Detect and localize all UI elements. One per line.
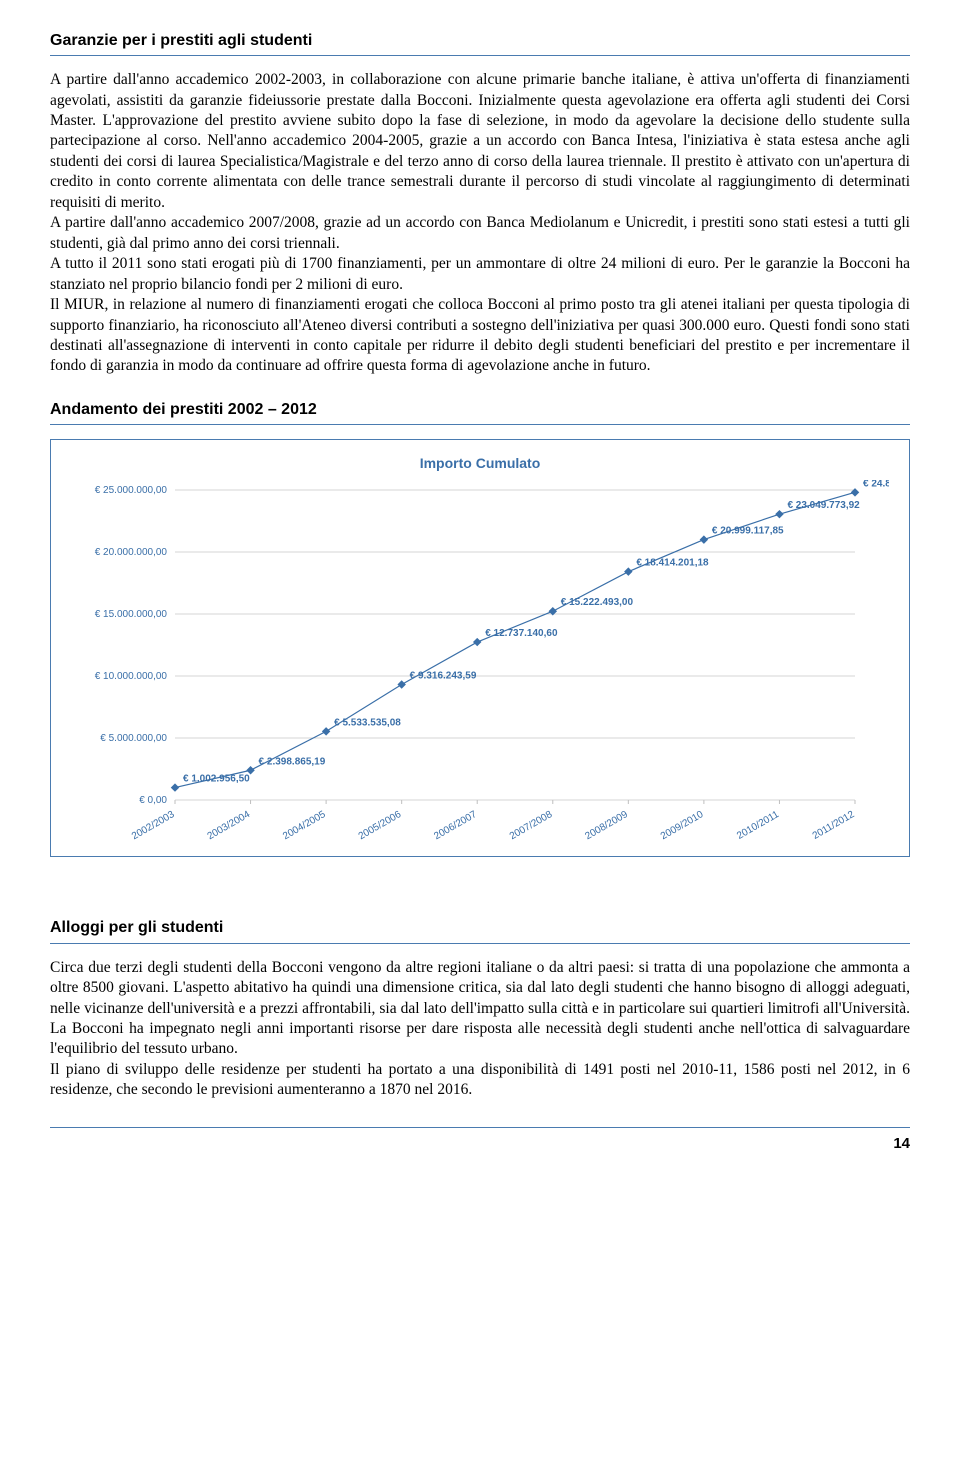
x-axis-tick-label: 2007/2008 <box>508 809 555 842</box>
y-axis-tick-label: € 5.000.000,00 <box>100 733 167 744</box>
paragraph: Il MIUR, in relazione al numero di finan… <box>50 295 910 377</box>
data-point-label: € 18.414.201,18 <box>636 558 709 569</box>
y-axis-tick-label: € 0,00 <box>139 795 167 806</box>
paragraph: A partire dall'anno accademico 2002-2003… <box>50 70 910 213</box>
paragraph: Il piano di sviluppo delle residenze per… <box>50 1060 910 1101</box>
x-axis-tick-label: 2003/2004 <box>206 809 253 842</box>
y-axis-tick-label: € 20.000.000,00 <box>95 547 168 558</box>
chart-title: Importo Cumulato <box>71 454 889 472</box>
y-axis-tick-label: € 10.000.000,00 <box>95 671 168 682</box>
data-point-label: € 5.533.535,08 <box>334 718 401 729</box>
x-axis-tick-label: 2006/2007 <box>432 809 479 842</box>
x-axis-tick-label: 2011/2012 <box>811 809 857 842</box>
page-number: 14 <box>50 1127 910 1154</box>
data-point-label: € 23.049.773,92 <box>787 501 860 512</box>
line-chart: € 0,00 € 5.000.000,00 € 10.000.000,00 € 15.… <box>71 480 889 850</box>
y-axis-tick-label: € 25.000.000,00 <box>95 485 168 496</box>
data-point-label: € 9.316.243,59 <box>410 671 477 682</box>
data-point-label: € 15.222.493,00 <box>561 598 634 609</box>
x-axis-tick-label: 2009/2010 <box>659 809 706 842</box>
x-axis-tick-label: 2005/2006 <box>357 809 404 842</box>
section-heading-guarantees: Garanzie per i prestiti agli studenti <box>50 30 910 56</box>
y-axis-tick-label: € 15.000.000,00 <box>95 609 168 620</box>
paragraph: A tutto il 2011 sono stati erogati più d… <box>50 254 910 295</box>
section-body-housing: Circa due terzi degli studenti della Boc… <box>50 958 910 1101</box>
paragraph: Circa due terzi degli studenti della Boc… <box>50 958 910 1060</box>
data-point-label: € 24.812.610,85 <box>863 480 889 489</box>
paragraph: A partire dall'anno accademico 2007/2008… <box>50 213 910 254</box>
data-point-label: € 1.002.956,50 <box>183 774 250 785</box>
x-axis-tick-label: 2004/2005 <box>281 809 328 842</box>
data-point-label: € 2.398.865,19 <box>259 757 326 768</box>
chart-container: Importo Cumulato € 0,00 € 5.000.000,00 € 1… <box>50 439 910 857</box>
section-heading-chart: Andamento dei prestiti 2002 – 2012 <box>50 399 910 425</box>
section-body-guarantees: A partire dall'anno accademico 2002-2003… <box>50 70 910 377</box>
data-point-label: € 12.737.140,60 <box>485 629 558 640</box>
x-axis-tick-label: 2008/2009 <box>583 809 630 842</box>
x-axis-tick-label: 2010/2011 <box>735 809 781 842</box>
section-heading-housing: Alloggi per gli studenti <box>50 917 910 943</box>
x-axis-tick-label: 2002/2003 <box>130 809 177 842</box>
data-point-label: € 20.999.117,85 <box>712 526 784 537</box>
